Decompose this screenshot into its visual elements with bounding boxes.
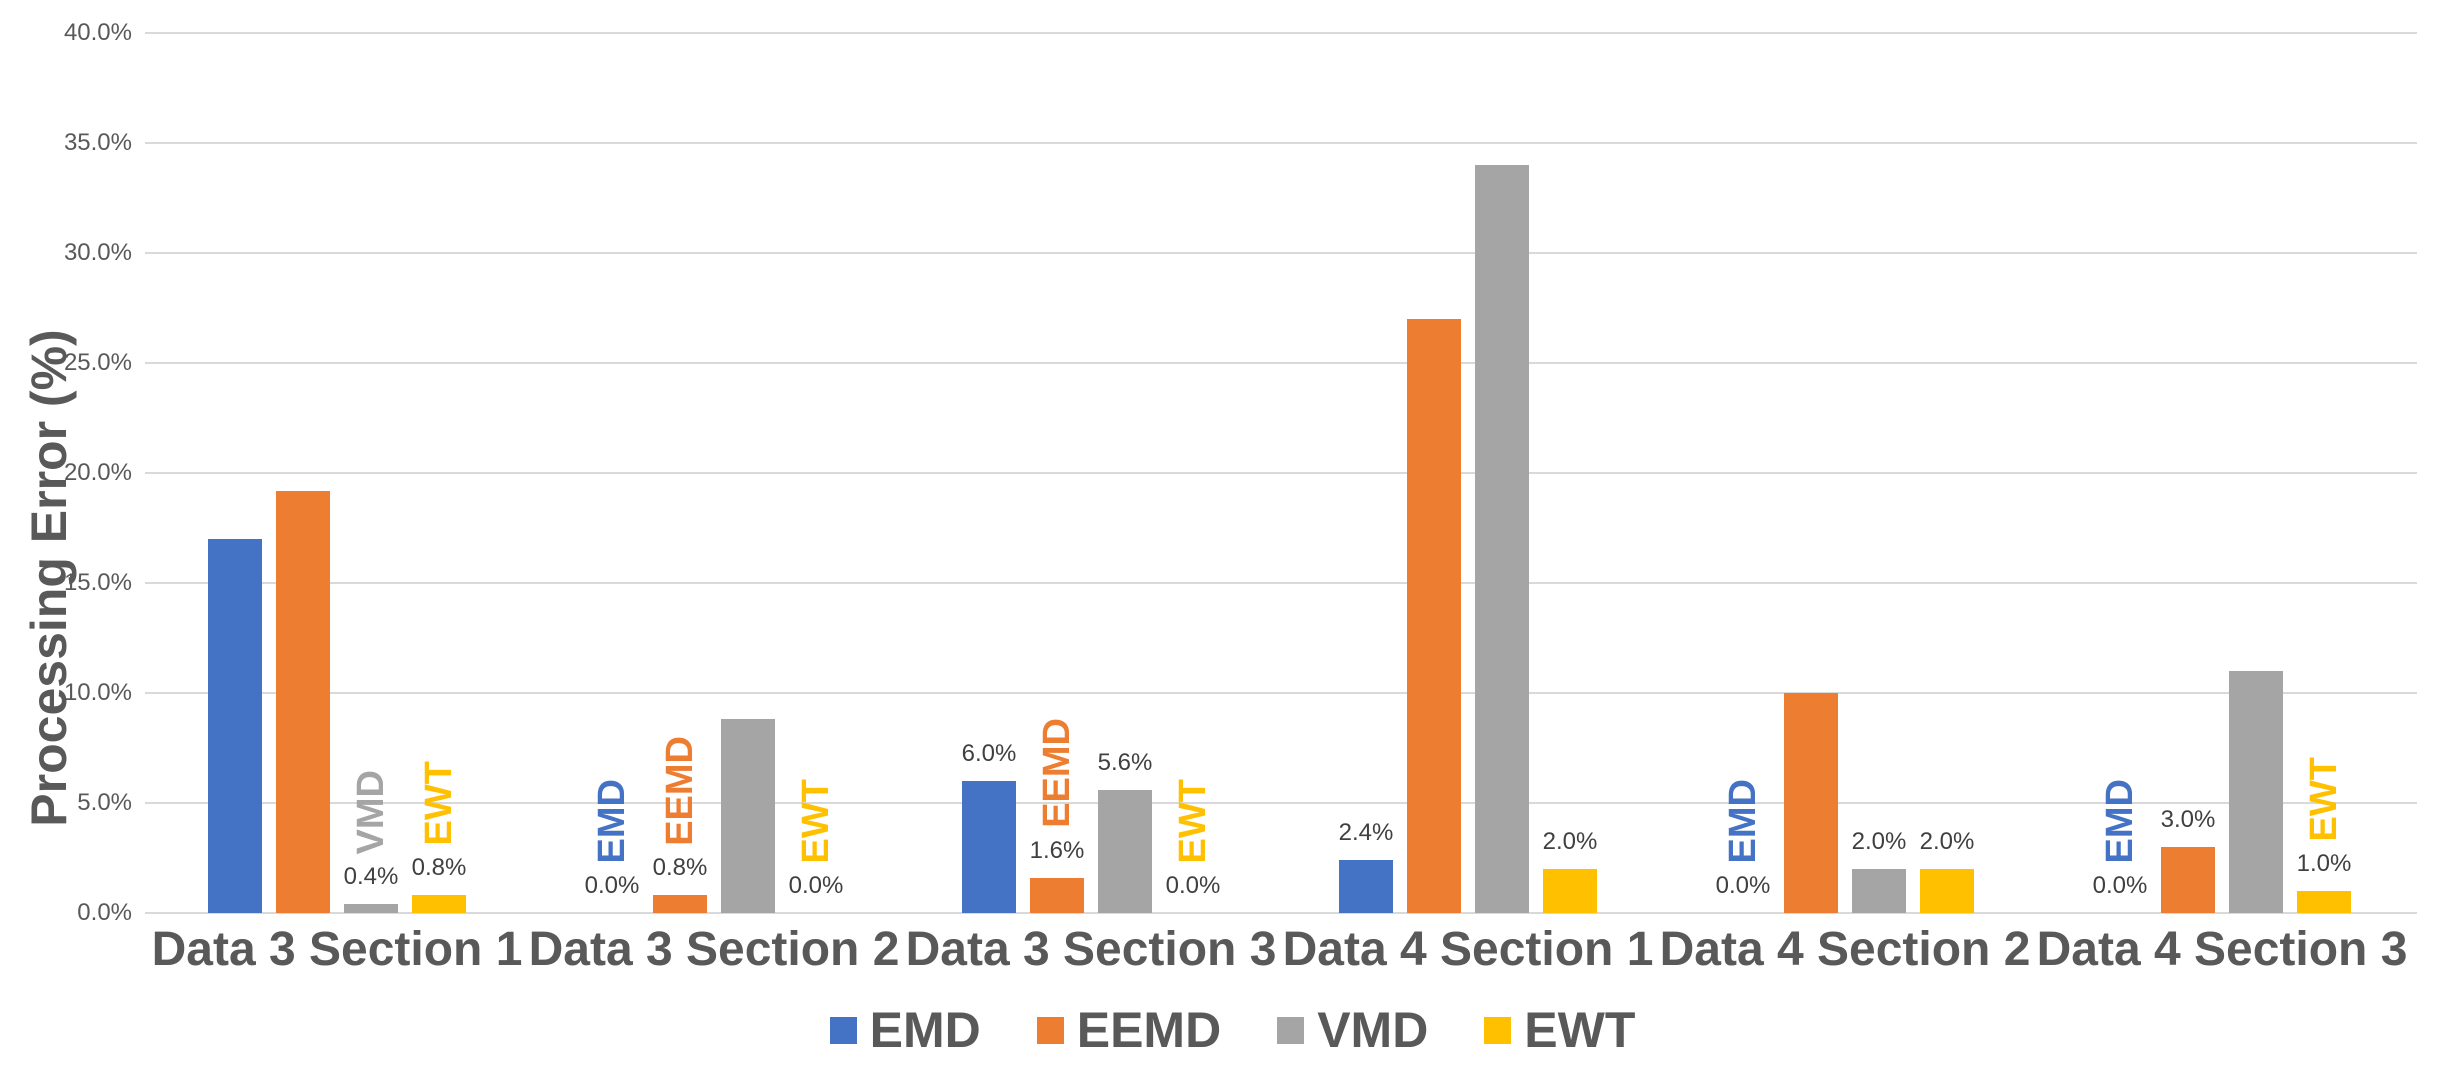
bar-series-name-label: EMD	[1722, 778, 1764, 863]
x-category-label: Data 3 Section 2	[528, 923, 900, 976]
bar-value-label: 0.8%	[652, 854, 708, 882]
bar-value-label: 5.6%	[1097, 748, 1153, 776]
bar-vmd-4	[1475, 165, 1529, 913]
bar-series-name-label: VMD	[350, 769, 392, 855]
gridline	[145, 802, 2417, 804]
bar-series-name-label: EEMD	[659, 735, 701, 846]
y-tick-label: 35.0%	[63, 129, 132, 156]
x-category-label: Data 3 Section 1	[151, 923, 523, 976]
gridline	[145, 582, 2417, 584]
legend-label: EEMD	[1076, 1002, 1222, 1058]
bar-value-label: 0.0%	[584, 872, 640, 899]
bar-emd-3	[962, 781, 1016, 913]
bar-value-label: 2.0%	[1919, 828, 1975, 855]
gridline	[145, 362, 2417, 364]
bar-value-label: 0.0%	[1165, 872, 1221, 899]
plot-area: 0.0% EMD 6.0% 2.4% 0.0% EMD 0.0% EMD 0.8% EEMD 1.6…	[145, 32, 2417, 914]
bar-eemd-6	[2161, 847, 2215, 913]
bar-eemd-1	[276, 490, 330, 913]
legend-swatch-icon	[1277, 1016, 1305, 1044]
bar-eemd-4	[1407, 319, 1461, 913]
x-category-label: Data 4 Section 2	[1659, 923, 2031, 976]
bar-vmd-1	[344, 904, 398, 913]
bar-value-label: 0.8%	[411, 854, 467, 882]
legend-swatch-icon	[829, 1016, 857, 1044]
gridline	[145, 692, 2417, 694]
bar-series-name-label: EWT	[2303, 756, 2345, 841]
legend-item-emd: EMD	[829, 1002, 981, 1058]
legend-label: EMD	[869, 1002, 981, 1058]
gridline	[145, 912, 2417, 914]
legend-swatch-icon	[1036, 1016, 1064, 1044]
bar-emd-1	[208, 539, 262, 913]
y-tick-label: 40.0%	[63, 19, 132, 46]
gridline	[145, 472, 2417, 474]
bar-series-name-label: EWT	[795, 778, 837, 863]
y-tick-label: 0.0%	[77, 899, 132, 926]
gridline	[145, 142, 2417, 144]
bar-value-label: 0.4%	[343, 863, 399, 891]
bar-value-label: 6.0%	[961, 740, 1017, 767]
y-tick-label: 5.0%	[77, 789, 132, 816]
bar-value-label: 2.4%	[1338, 819, 1394, 847]
bar-value-label: 2.0%	[1542, 828, 1598, 855]
bar-vmd-6	[2229, 671, 2283, 913]
bar-emd-4	[1339, 860, 1393, 913]
y-tick-label: 30.0%	[63, 239, 132, 266]
legend: EMD EEMD VMD EWT	[145, 1002, 2320, 1058]
gridline	[145, 252, 2417, 254]
bar-value-label: 1.6%	[1029, 836, 1085, 864]
bar-eemd-5	[1784, 693, 1838, 913]
bar-vmd-5	[1852, 869, 1906, 913]
legend-item-vmd: VMD	[1277, 1002, 1428, 1058]
bar-ewt-1	[412, 895, 466, 913]
bar-series-name-label: EWT	[418, 760, 460, 846]
y-tick-label: 10.0%	[63, 679, 132, 706]
bar-value-label: 1.0%	[2296, 850, 2352, 877]
bar-eemd-2	[653, 895, 707, 913]
bar-eemd-3	[1030, 877, 1084, 913]
bar-value-label: 0.0%	[1715, 872, 1771, 899]
legend-swatch-icon	[1484, 1016, 1512, 1044]
bar-ewt-6	[2297, 891, 2351, 913]
x-category-label: Data 3 Section 3	[905, 923, 1277, 976]
y-tick-label: 20.0%	[63, 459, 132, 486]
y-tick-label: 25.0%	[63, 349, 132, 376]
bar-value-label: 3.0%	[2160, 806, 2216, 833]
bar-value-label: 0.0%	[2092, 872, 2148, 899]
bar-value-label: 2.0%	[1851, 828, 1907, 855]
bar-ewt-5	[1920, 869, 1974, 913]
bar-series-name-label: EMD	[591, 778, 633, 863]
legend-label: EWT	[1524, 1002, 1636, 1058]
gridline	[145, 32, 2417, 34]
bar-value-label: 0.0%	[788, 872, 844, 899]
legend-label: VMD	[1317, 1002, 1429, 1058]
bar-ewt-4	[1543, 869, 1597, 913]
legend-item-eemd: EEMD	[1036, 1002, 1222, 1058]
x-category-label: Data 4 Section 3	[2036, 923, 2408, 976]
legend-item-ewt: EWT	[1484, 1002, 1635, 1058]
bar-series-name-label: EWT	[1172, 778, 1214, 863]
y-tick-label: 15.0%	[63, 569, 132, 596]
bar-vmd-3	[1098, 789, 1152, 913]
bar-vmd-2	[721, 719, 775, 913]
x-category-label: Data 4 Section 1	[1282, 923, 1654, 976]
